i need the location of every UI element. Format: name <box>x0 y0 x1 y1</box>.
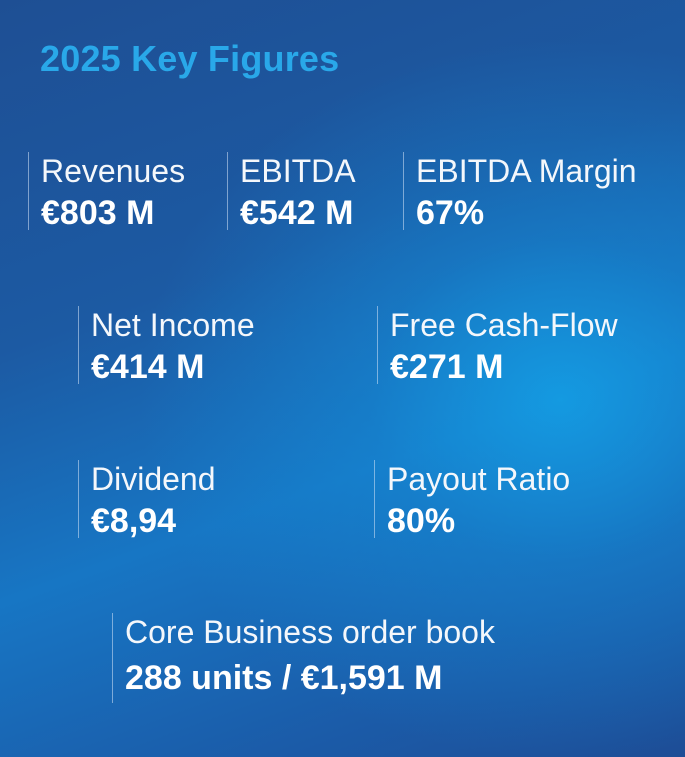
metric-label: EBITDA Margin <box>416 153 637 189</box>
metric-value: 288 units / €1,591 M <box>125 659 443 697</box>
metric-value: €414 M <box>91 348 205 386</box>
metric-dividend: Dividend €8,94 <box>78 460 216 540</box>
page-title: 2025 Key Figures <box>40 38 340 79</box>
metric-revenues: Revenues €803 M <box>28 152 186 232</box>
metric-value: €8,94 <box>91 502 177 540</box>
metric-label: Net Income <box>91 307 255 343</box>
metric-label: Revenues <box>41 153 186 189</box>
metric-label: Payout Ratio <box>387 461 571 497</box>
metric-label: Core Business order book <box>125 614 495 650</box>
metric-value: 67% <box>416 194 485 232</box>
metric-payout-ratio: Payout Ratio 80% <box>374 460 571 540</box>
metric-value: €542 M <box>240 194 354 232</box>
metric-label: Dividend <box>91 461 216 497</box>
metric-label: Free Cash-Flow <box>390 307 618 343</box>
metric-net-income: Net Income €414 M <box>78 306 255 386</box>
metric-ebitda-margin: EBITDA Margin 67% <box>403 152 637 232</box>
metric-value: €271 M <box>390 348 504 386</box>
metric-value: €803 M <box>41 194 155 232</box>
metric-ebitda: EBITDA €542 M <box>227 152 356 232</box>
metric-free-cash-flow: Free Cash-Flow €271 M <box>377 306 618 386</box>
metric-label: EBITDA <box>240 153 356 189</box>
metric-order-book: Core Business order book 288 units / €1,… <box>112 613 495 703</box>
metric-value: 80% <box>387 502 456 540</box>
